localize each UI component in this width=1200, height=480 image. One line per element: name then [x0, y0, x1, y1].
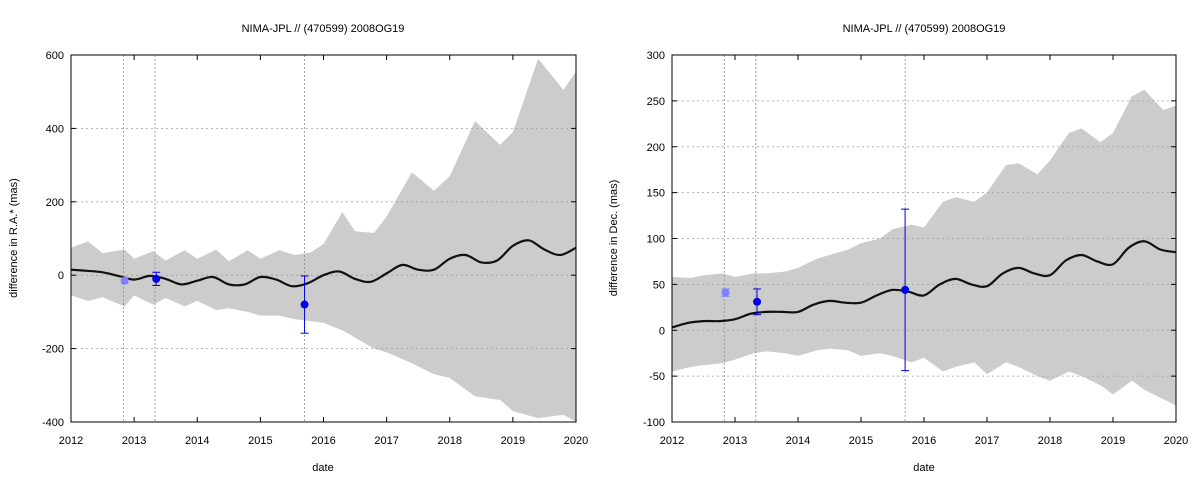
y-tick-label: 0: [659, 325, 665, 337]
y-tick-label: -100: [643, 417, 665, 429]
y-tick-label: 150: [647, 188, 665, 200]
observation-point: [721, 288, 730, 297]
plot-area: [671, 54, 1177, 423]
observation-point: [753, 288, 762, 316]
y-tick-label: 200: [647, 142, 665, 154]
y-tick-label: 300: [647, 50, 665, 62]
observation-point: [152, 271, 161, 286]
x-tick-label: 2015: [248, 435, 272, 447]
chart-title: NIMA-JPL // (470599) 2008OG19: [843, 23, 1006, 35]
y-tick-label: 200: [46, 197, 64, 209]
x-tick-label: 2019: [1101, 435, 1125, 447]
y-tick-label: -50: [649, 371, 665, 383]
x-tick-label: 2016: [912, 435, 936, 447]
nominal-series-line: [671, 240, 1177, 329]
x-tick-label: 2020: [1164, 435, 1188, 447]
x-axis-label: date: [913, 462, 934, 474]
observation-marker: [120, 276, 129, 285]
x-tick-label: 2017: [374, 435, 398, 447]
x-tick-label: 2016: [311, 435, 335, 447]
observation-point: [300, 275, 309, 334]
y-tick-label: -400: [42, 417, 64, 429]
x-tick-label: 2019: [501, 435, 525, 447]
dec-difference-chart: NIMA-JPL // (470599) 2008OG19 date diffe…: [608, 23, 1188, 474]
y-tick-label: 400: [46, 123, 64, 135]
x-tick-label: 2018: [438, 435, 462, 447]
uncertainty-band: [672, 89, 1176, 406]
plot-area: [70, 54, 577, 423]
y-axis-label: difference in Dec. (mas): [608, 180, 620, 297]
observation-point: [901, 208, 910, 372]
x-tick-label: 2014: [786, 435, 810, 447]
y-tick-label: 600: [46, 50, 64, 62]
chart-title: NIMA-JPL // (470599) 2008OG19: [242, 23, 405, 35]
x-tick-label: 2018: [1038, 435, 1062, 447]
x-tick-label: 2012: [660, 435, 684, 447]
observation-marker: [152, 274, 161, 283]
observation-point: [120, 276, 129, 285]
x-tick-label: 2017: [975, 435, 999, 447]
y-tick-label: 0: [58, 270, 64, 282]
observation-marker: [300, 300, 309, 309]
y-axis-label: difference in R.A.* (mas): [8, 178, 20, 298]
observation-marker: [901, 285, 910, 294]
ra-difference-chart: NIMA-JPL // (470599) 2008OG19 date diffe…: [8, 23, 588, 474]
y-tick-label: 50: [653, 279, 665, 291]
x-tick-label: 2012: [59, 435, 83, 447]
uncertainty-band: [71, 58, 576, 422]
x-tick-label: 2015: [849, 435, 873, 447]
x-tick-label: 2013: [723, 435, 747, 447]
y-tick-label: -200: [42, 344, 64, 356]
observation-marker: [721, 288, 730, 297]
x-axis-label: date: [312, 462, 333, 474]
x-tick-label: 2020: [564, 435, 588, 447]
x-tick-label: 2013: [122, 435, 146, 447]
x-tick-label: 2014: [185, 435, 209, 447]
y-tick-label: 250: [647, 96, 665, 108]
y-tick-label: 100: [647, 234, 665, 246]
observation-marker: [753, 297, 762, 306]
